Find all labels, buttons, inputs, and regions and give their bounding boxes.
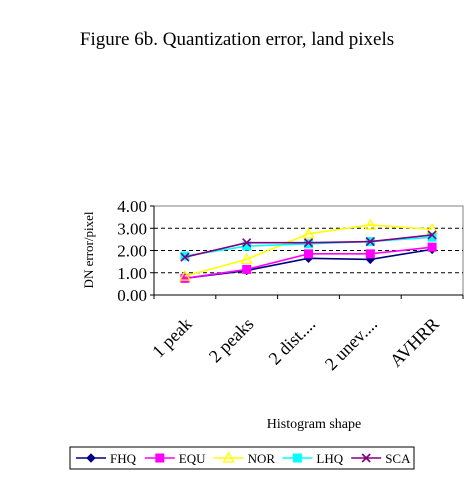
data-point-equ xyxy=(304,249,313,259)
data-point-equ xyxy=(365,249,375,259)
data-point-nor xyxy=(302,227,315,239)
data-point-sca xyxy=(180,252,190,262)
x-tick-label: 2 unev.... xyxy=(321,314,381,374)
plot-area: 0.00 1.00 2.00 3.00 4.00 1 peak 2 peaks 2 dist.… xyxy=(117,197,464,374)
data-point-sca xyxy=(303,238,314,248)
legend-label-nor: NOR xyxy=(248,451,276,466)
legend-marker-nor xyxy=(222,451,235,463)
y-tick-label: 3.00 xyxy=(117,219,147,238)
x-tick-label: 2 peaks xyxy=(205,314,258,367)
y-tick-label: 1.00 xyxy=(117,264,147,283)
legend-label-fhq: FHQ xyxy=(110,451,137,466)
y-tick-label: 2.00 xyxy=(117,242,147,261)
data-point-lhq xyxy=(427,232,437,242)
legend-marker-equ xyxy=(155,453,165,463)
x-axis-label: Histogram shape xyxy=(267,417,361,432)
legend-label-sca: SCA xyxy=(385,451,411,466)
chart-title: Figure 6b. Quantization error, land pixe… xyxy=(80,29,394,50)
x-tick-label: 1 peak xyxy=(148,314,196,362)
x-tick-label: 2 dist.... xyxy=(265,314,320,369)
legend-marker-lhq xyxy=(292,453,302,463)
legend-label-lhq: LHQ xyxy=(316,451,343,466)
legend-marker-sca xyxy=(361,453,371,463)
data-point-nor xyxy=(364,218,377,230)
data-point-nor xyxy=(240,253,253,265)
data-point-sca xyxy=(242,238,252,248)
data-point-nor xyxy=(178,269,192,281)
y-axis-label: DN error/pixel xyxy=(81,211,96,288)
data-point-sca xyxy=(427,230,437,240)
legend-marker-fhq xyxy=(86,453,96,463)
legend-label-equ: EQU xyxy=(179,451,206,466)
data-point-equ xyxy=(427,242,437,252)
y-tick-label: 4.00 xyxy=(117,197,147,216)
data-point-equ xyxy=(242,264,252,274)
data-point-sca xyxy=(365,237,375,247)
y-tick-label: 0.00 xyxy=(117,286,147,305)
x-tick-label: AVHRR xyxy=(386,314,443,371)
legend: FHQ EQU NOR LHQ SCA xyxy=(69,446,415,470)
series-line-nor xyxy=(184,224,433,277)
